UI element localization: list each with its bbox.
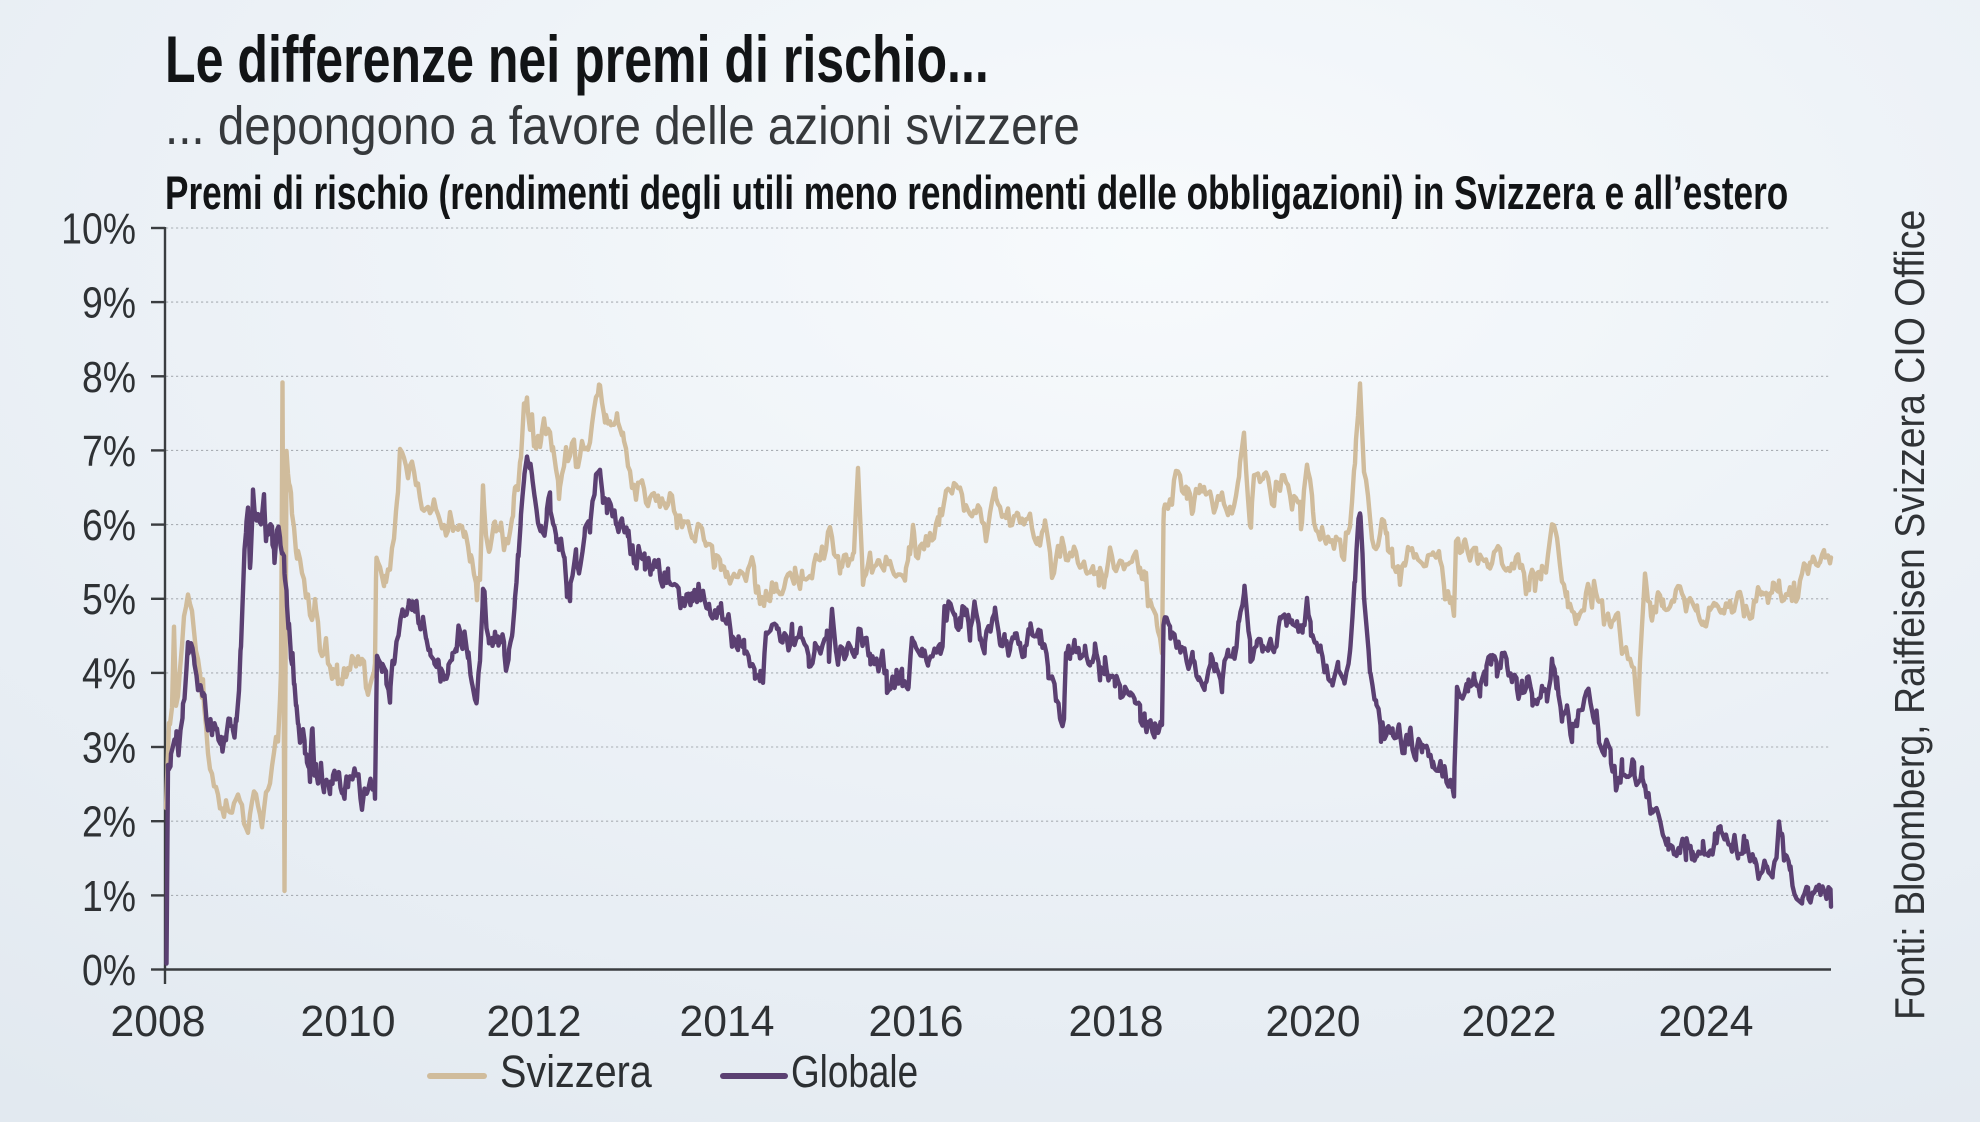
svg-text:Le differenze nei premi di ris: Le differenze nei premi di rischio... [165, 23, 989, 96]
svg-text:4%: 4% [82, 649, 136, 699]
svg-text:Svizzera: Svizzera [500, 1047, 652, 1097]
svg-text:2012: 2012 [487, 997, 582, 1046]
svg-text:2014: 2014 [680, 997, 775, 1046]
svg-text:Globale: Globale [791, 1047, 918, 1097]
svg-text:1%: 1% [82, 871, 136, 921]
svg-text:3%: 3% [82, 723, 136, 773]
svg-text:Premi di rischio (rendimenti d: Premi di rischio (rendimenti degli utili… [165, 166, 1788, 219]
svg-text:2010: 2010 [301, 997, 396, 1046]
svg-text:9%: 9% [82, 278, 136, 328]
svg-text:2024: 2024 [1659, 997, 1754, 1046]
svg-text:6%: 6% [82, 500, 136, 550]
svg-text:7%: 7% [82, 426, 136, 476]
svg-text:2020: 2020 [1266, 997, 1361, 1046]
svg-text:Fonti: Bloomberg, Raiffeisen S: Fonti: Bloomberg, Raiffeisen Svizzera CI… [1887, 210, 1933, 1020]
svg-text:2016: 2016 [869, 997, 964, 1046]
svg-text:0%: 0% [82, 945, 136, 995]
svg-text:10%: 10% [61, 204, 136, 254]
svg-text:5%: 5% [82, 574, 136, 624]
svg-text:... depongono a favore delle a: ... depongono a favore delle azioni sviz… [165, 95, 1080, 155]
svg-text:2%: 2% [82, 797, 136, 847]
svg-text:2022: 2022 [1462, 997, 1557, 1046]
svg-text:8%: 8% [82, 352, 136, 402]
svg-text:2018: 2018 [1069, 997, 1164, 1046]
svg-text:2008: 2008 [111, 997, 206, 1046]
